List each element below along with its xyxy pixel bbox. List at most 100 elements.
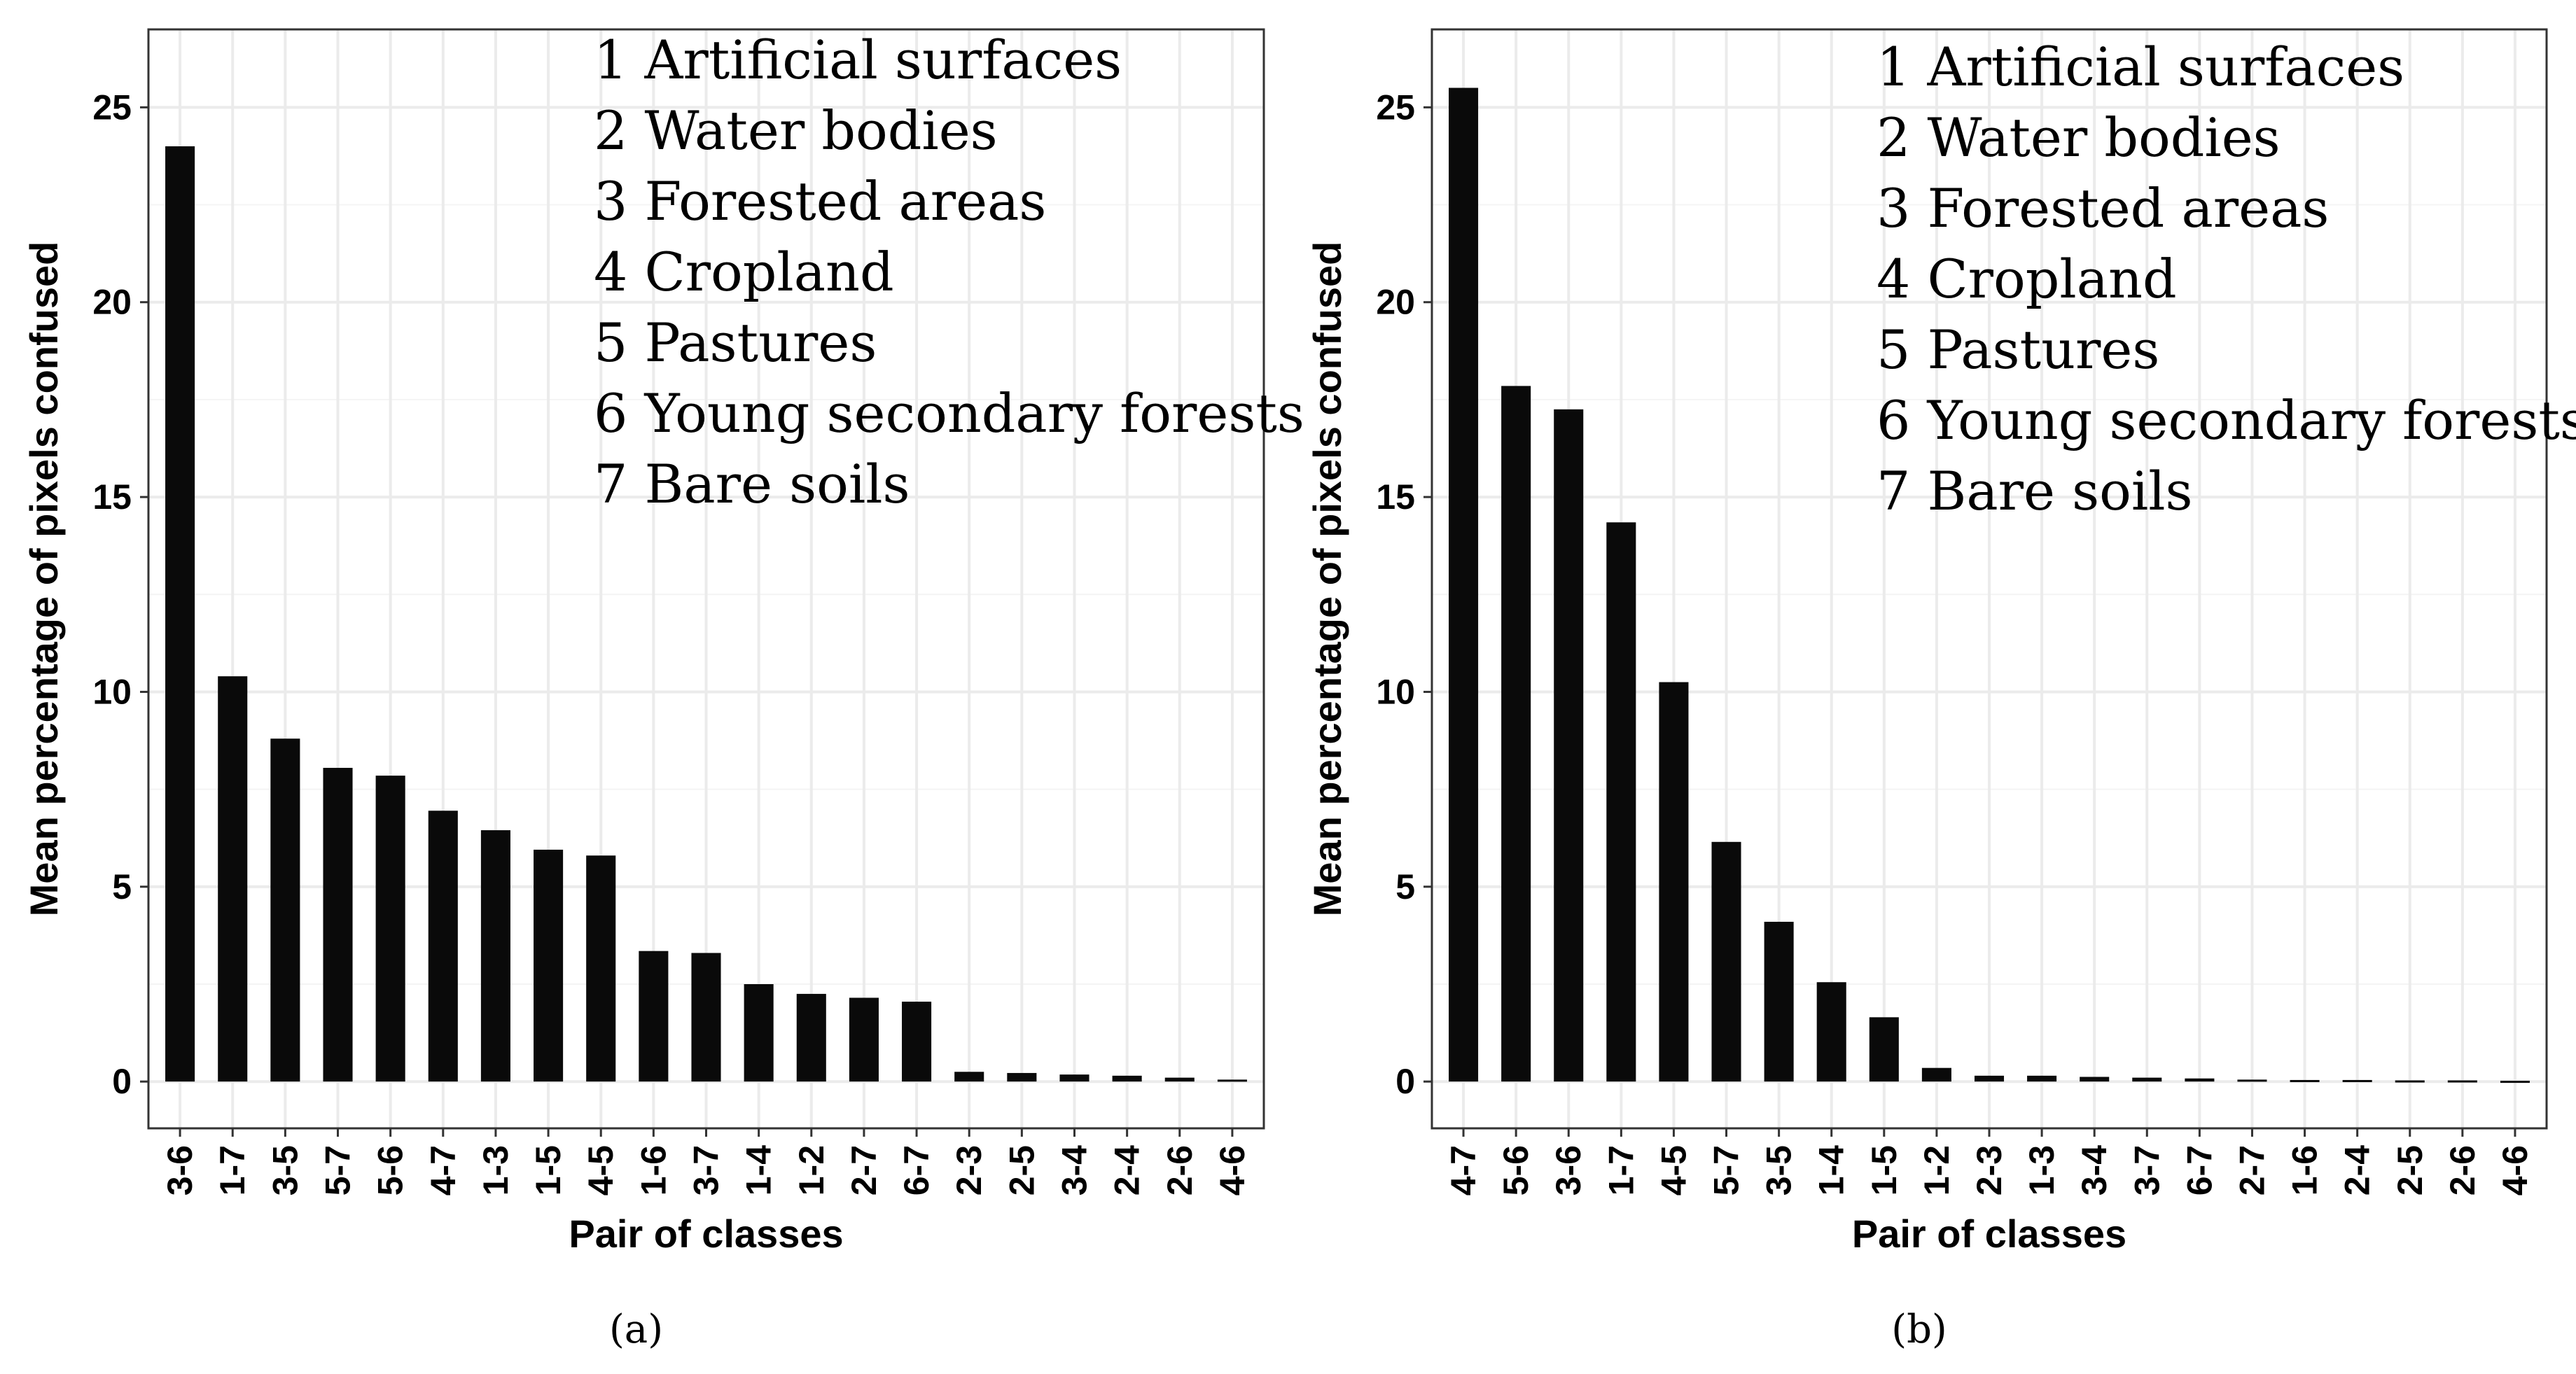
- x-axis-title: Pair of classes: [569, 1212, 843, 1256]
- bar-4-6: [2500, 1081, 2530, 1084]
- x-tick-label: 1-4: [1812, 1145, 1851, 1196]
- x-tick-label: 2-7: [844, 1145, 884, 1196]
- legend-entry: 7 Bare soils: [1877, 460, 2193, 522]
- bar-1-3: [2027, 1075, 2057, 1082]
- bar-3-5: [1764, 921, 1794, 1082]
- legend-entry: 7 Bare soils: [594, 453, 910, 515]
- bar-2-5: [2395, 1080, 2425, 1083]
- x-tick-label: 1-4: [739, 1145, 779, 1196]
- x-tick-label: 1-5: [1865, 1145, 1904, 1196]
- x-tick-label: 2-5: [1002, 1145, 1041, 1196]
- bar-1-6: [639, 951, 669, 1082]
- x-tick-label: 2-3: [1970, 1145, 2009, 1196]
- x-tick-label: 2-6: [1160, 1145, 1199, 1196]
- bar-3-7: [691, 953, 721, 1082]
- bar-2-5: [1007, 1072, 1037, 1082]
- bar-5-6: [375, 776, 405, 1082]
- x-tick-label: 4-5: [1654, 1145, 1693, 1196]
- y-tick-label: 10: [92, 672, 132, 711]
- chart-panel-a: 0 5 10 15 20 25 3-6 1-7 3-5 5-7 5-6 4-7 1-3 1-5 4-5 1-6…: [22, 28, 1304, 1352]
- x-axis-title: Pair of classes: [1852, 1212, 2126, 1256]
- bar-5-7: [323, 768, 353, 1082]
- bar-1-2: [1921, 1067, 1951, 1082]
- x-tick-label: 6-7: [2180, 1145, 2219, 1196]
- bar-1-3: [480, 830, 510, 1082]
- x-tick-label: 3-7: [687, 1145, 726, 1196]
- bar-5-7: [1711, 841, 1741, 1082]
- x-tick-label: 4-5: [581, 1145, 620, 1196]
- bar-1-7: [218, 676, 248, 1082]
- x-tick-label: 3-4: [1054, 1145, 1094, 1196]
- x-tick-label: 3-7: [2127, 1145, 2166, 1196]
- x-tick-label: 6-7: [897, 1145, 936, 1196]
- x-tick-label: 3-5: [265, 1145, 305, 1196]
- bar-1-4: [744, 984, 774, 1082]
- x-tick-label: 1-3: [2022, 1145, 2061, 1196]
- bar-3-6: [165, 146, 195, 1082]
- legend-entry: 2 Water bodies: [1877, 106, 2281, 169]
- x-tick-label: 1-7: [213, 1145, 252, 1196]
- bar-1-5: [1869, 1017, 1899, 1082]
- bar-4-7: [428, 811, 458, 1082]
- bar-6-7: [902, 1002, 932, 1082]
- x-tick-label: 1-6: [2285, 1145, 2325, 1196]
- bar-4-5: [1659, 682, 1689, 1082]
- y-tick-label: 25: [92, 87, 132, 127]
- x-tick-label: 2-4: [2338, 1145, 2377, 1196]
- x-tick-label: 1-2: [792, 1145, 831, 1196]
- bar-2-7: [2237, 1079, 2267, 1082]
- y-tick-label: 20: [1376, 283, 1415, 322]
- bar-3-4: [2080, 1077, 2110, 1082]
- y-tick-label: 5: [112, 867, 132, 906]
- x-tick-label: 2-6: [2443, 1145, 2482, 1196]
- x-tick-label: 3-6: [160, 1145, 200, 1196]
- bar-4-6: [1217, 1079, 1247, 1082]
- legend-entry: 5 Pastures: [594, 311, 877, 374]
- legend-entry: 5 Pastures: [1877, 318, 2159, 381]
- bar-3-4: [1059, 1074, 1089, 1082]
- bar-3-6: [1554, 409, 1584, 1082]
- bar-1-6: [2290, 1079, 2320, 1082]
- bar-3-5: [270, 738, 300, 1082]
- panel-caption: (b): [1891, 1307, 1947, 1352]
- x-tick-label: 3-5: [1760, 1145, 1799, 1196]
- x-tick-label: 1-3: [476, 1145, 515, 1196]
- legend-entry: 6 Young secondary forests: [1877, 389, 2576, 451]
- legend-entry: 4 Cropland: [1877, 248, 2177, 310]
- legend-entry: 6 Young secondary forests: [594, 382, 1304, 444]
- x-tick-label: 2-3: [949, 1145, 989, 1196]
- legend-entry: 1 Artificial surfaces: [594, 29, 1122, 91]
- x-tick-label: 5-7: [1707, 1145, 1746, 1196]
- y-tick-label: 10: [1376, 672, 1415, 711]
- bar-1-7: [1606, 522, 1636, 1082]
- chart-panel-b: 0 5 10 15 20 25 4-7 5-6 3-6 1-7 4-5 5-7 3-5 1-4 1-5 1-2…: [1305, 28, 2576, 1352]
- x-tick-label: 1-5: [529, 1145, 568, 1196]
- legend-entry: 3 Forested areas: [1877, 177, 2329, 239]
- legend-entry: 3 Forested areas: [594, 170, 1046, 232]
- bar-1-5: [534, 849, 564, 1082]
- bar-2-4: [1112, 1075, 1142, 1082]
- bar-4-7: [1449, 87, 1479, 1082]
- y-tick-label: 15: [1376, 477, 1415, 517]
- y-tick-label: 25: [1376, 87, 1415, 127]
- x-tick-label: 2-4: [1108, 1145, 1147, 1196]
- y-tick-label: 15: [92, 477, 132, 517]
- x-tick-label: 4-7: [1444, 1145, 1483, 1196]
- bar-3-7: [2132, 1077, 2162, 1082]
- x-tick-label: 2-5: [2390, 1145, 2430, 1196]
- legend-entry: 2 Water bodies: [594, 99, 998, 162]
- x-tick-label: 5-6: [1496, 1145, 1536, 1196]
- bar-2-4: [2342, 1079, 2372, 1082]
- x-tick-label: 3-4: [2075, 1145, 2114, 1196]
- bar-4-5: [586, 855, 616, 1082]
- y-tick-label: 20: [92, 283, 132, 322]
- x-tick-label: 5-7: [319, 1145, 358, 1196]
- x-tick-label: 4-6: [1213, 1145, 1252, 1196]
- y-tick-label: 0: [112, 1062, 132, 1101]
- x-tick-label: 1-6: [634, 1145, 673, 1196]
- legend-entry: 1 Artificial surfaces: [1877, 36, 2404, 98]
- x-tick-label: 1-2: [1917, 1145, 1956, 1196]
- x-tick-label: 1-7: [1601, 1145, 1641, 1196]
- panel-caption: (a): [609, 1307, 663, 1352]
